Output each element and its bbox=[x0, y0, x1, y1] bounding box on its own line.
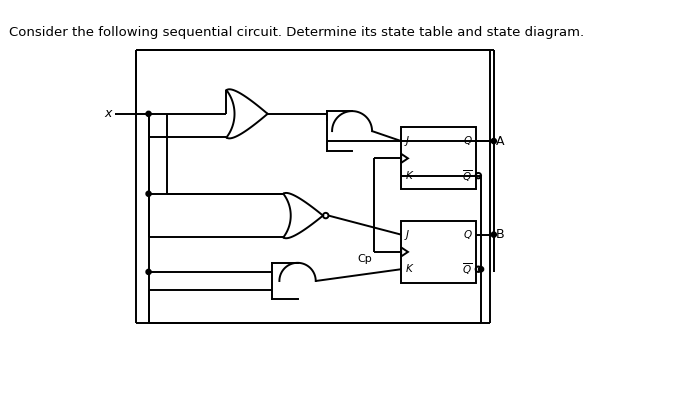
Bar bbox=[401, 127, 476, 189]
Text: J: J bbox=[406, 230, 409, 240]
Circle shape bbox=[491, 233, 496, 237]
Text: Cp: Cp bbox=[358, 254, 372, 264]
Text: B: B bbox=[496, 228, 504, 241]
Circle shape bbox=[146, 191, 151, 196]
Text: $\overline{Q}$: $\overline{Q}$ bbox=[462, 168, 472, 183]
Text: A: A bbox=[496, 135, 504, 147]
Bar bbox=[401, 221, 476, 283]
Circle shape bbox=[491, 139, 496, 143]
Text: K: K bbox=[406, 264, 412, 274]
Circle shape bbox=[479, 267, 483, 272]
Text: Consider the following sequential circuit. Determine its state table and state d: Consider the following sequential circui… bbox=[9, 26, 584, 39]
Circle shape bbox=[146, 270, 151, 274]
Circle shape bbox=[146, 112, 151, 116]
Text: x: x bbox=[104, 107, 112, 120]
Text: Q: Q bbox=[464, 136, 472, 146]
Text: K: K bbox=[406, 170, 412, 181]
Text: J: J bbox=[406, 136, 409, 146]
Text: $\overline{Q}$: $\overline{Q}$ bbox=[462, 262, 472, 277]
Text: Q: Q bbox=[464, 230, 472, 240]
